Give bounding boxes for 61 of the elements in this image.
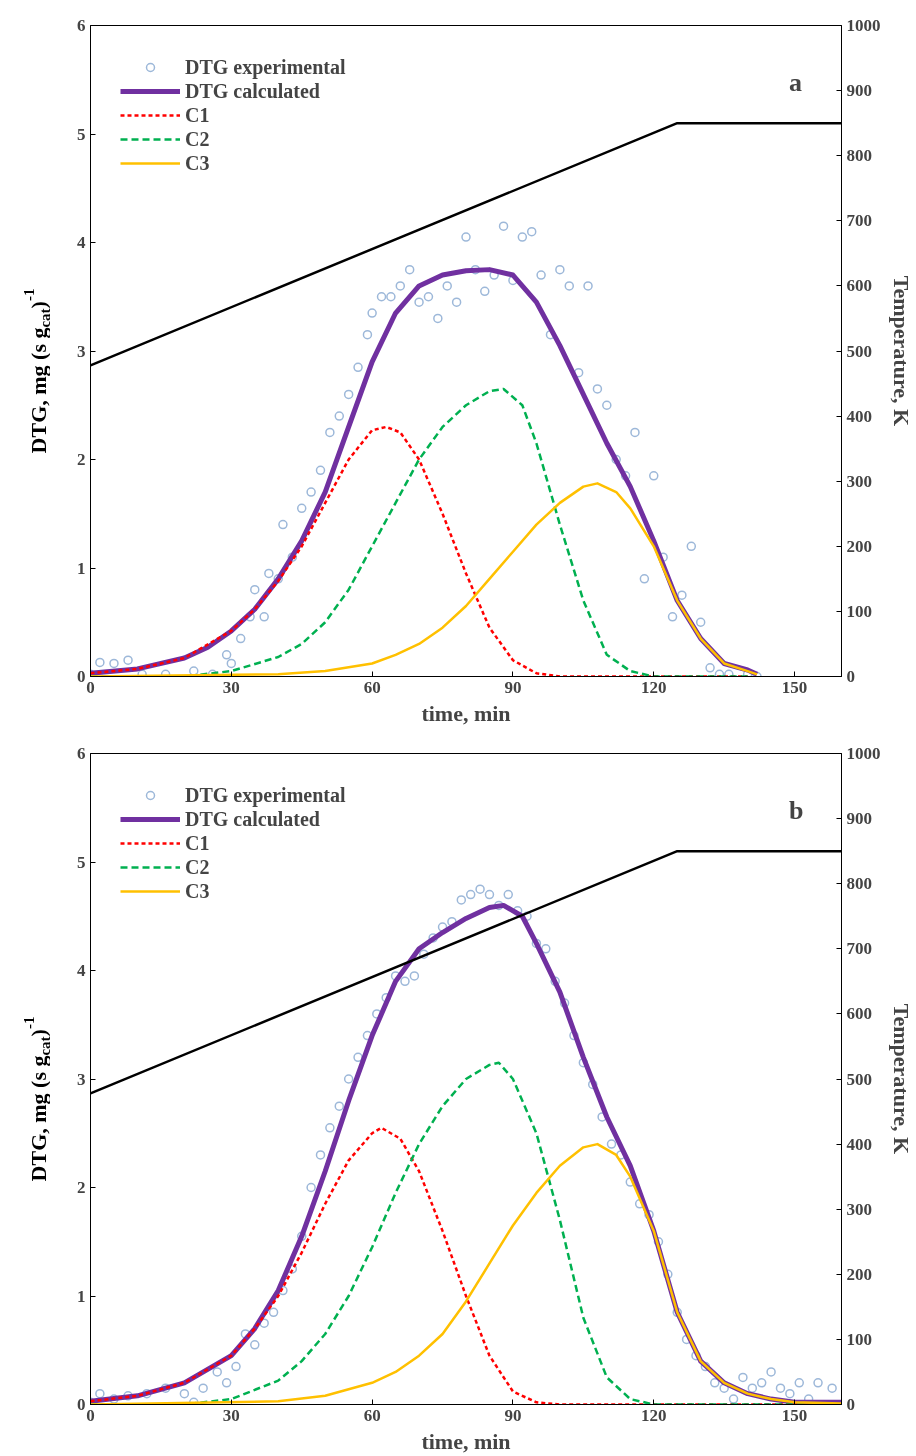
legend-label: C1	[185, 831, 210, 855]
y-tick-label: 4	[77, 233, 86, 252]
x-tick-label: 120	[641, 677, 667, 697]
y-axis-title: DTG, mg (s gcat)-1	[21, 288, 53, 454]
annotation: b	[788, 796, 804, 826]
y2-tick-label: 200	[846, 1264, 872, 1284]
y2-tick-label: 1000	[846, 16, 881, 35]
y-tick-label: 2	[77, 450, 86, 469]
y2-tick-label: 200	[846, 536, 872, 556]
y2-tick-label: 300	[846, 1199, 872, 1219]
legend-label: C3	[185, 151, 210, 175]
legend-label: DTG calculated	[185, 79, 320, 103]
y2-tick-label: 100	[846, 1329, 872, 1349]
y-tick-label: 1	[77, 1286, 86, 1306]
y-tick-label: 5	[77, 124, 86, 144]
x-tick-label: 120	[641, 1405, 667, 1425]
y2-tick-label: 800	[846, 146, 872, 166]
x-tick-label: 60	[363, 1405, 381, 1425]
y2-tick-label: 600	[846, 1004, 872, 1024]
legend-label: C2	[185, 855, 210, 879]
x-tick-label: 60	[363, 677, 381, 697]
y-tick-label: 1	[77, 558, 86, 578]
x-tick-label: 90	[504, 1405, 522, 1425]
x-axis-title: time, min	[421, 700, 511, 726]
y2-tick-label: 800	[846, 874, 872, 894]
y-tick-label: 2	[77, 1178, 86, 1197]
x-tick-label: 150	[781, 1405, 808, 1425]
y2-axis-title: Temperature, K	[888, 275, 914, 427]
y2-tick-label: 300	[846, 471, 872, 491]
legend-label: C3	[185, 879, 210, 903]
x-tick-label: 30	[222, 1405, 240, 1425]
y2-tick-label: 400	[846, 406, 872, 426]
y2-tick-label: 600	[846, 276, 872, 296]
legend-label: C2	[185, 127, 210, 151]
y-tick-label: 3	[77, 1069, 86, 1089]
y-axis-title: DTG, mg (s gcat)-1	[21, 1016, 53, 1182]
legend-label: DTG experimental	[185, 55, 346, 79]
x-tick-label: 150	[781, 677, 808, 697]
y-tick-label: 6	[77, 16, 86, 35]
y2-tick-label: 700	[846, 939, 872, 959]
legend-label: C1	[185, 103, 210, 127]
y-tick-label: 4	[77, 961, 86, 980]
legend-label: DTG experimental	[185, 783, 346, 807]
legend-label: DTG calculated	[185, 807, 320, 831]
y2-tick-label: 900	[846, 809, 872, 829]
annotation: a	[788, 68, 802, 98]
y-tick-label: 6	[77, 744, 86, 763]
y2-axis-title: Temperature, K	[888, 1003, 914, 1155]
x-axis-title: time, min	[421, 1428, 511, 1454]
y2-tick-label: 500	[846, 1069, 872, 1089]
y2-tick-label: 900	[846, 81, 872, 101]
y2-tick-label: 100	[846, 601, 872, 621]
y2-tick-label: 500	[846, 341, 872, 361]
y-tick-label: 3	[77, 341, 86, 361]
line-series	[90, 482, 759, 677]
x-tick-label: 30	[222, 677, 240, 697]
x-tick-label: 90	[504, 677, 522, 697]
y2-tick-label: 700	[846, 211, 872, 231]
y2-tick-label: 1000	[846, 744, 881, 763]
y2-tick-label: 400	[846, 1134, 872, 1154]
y-tick-label: 5	[77, 852, 86, 872]
